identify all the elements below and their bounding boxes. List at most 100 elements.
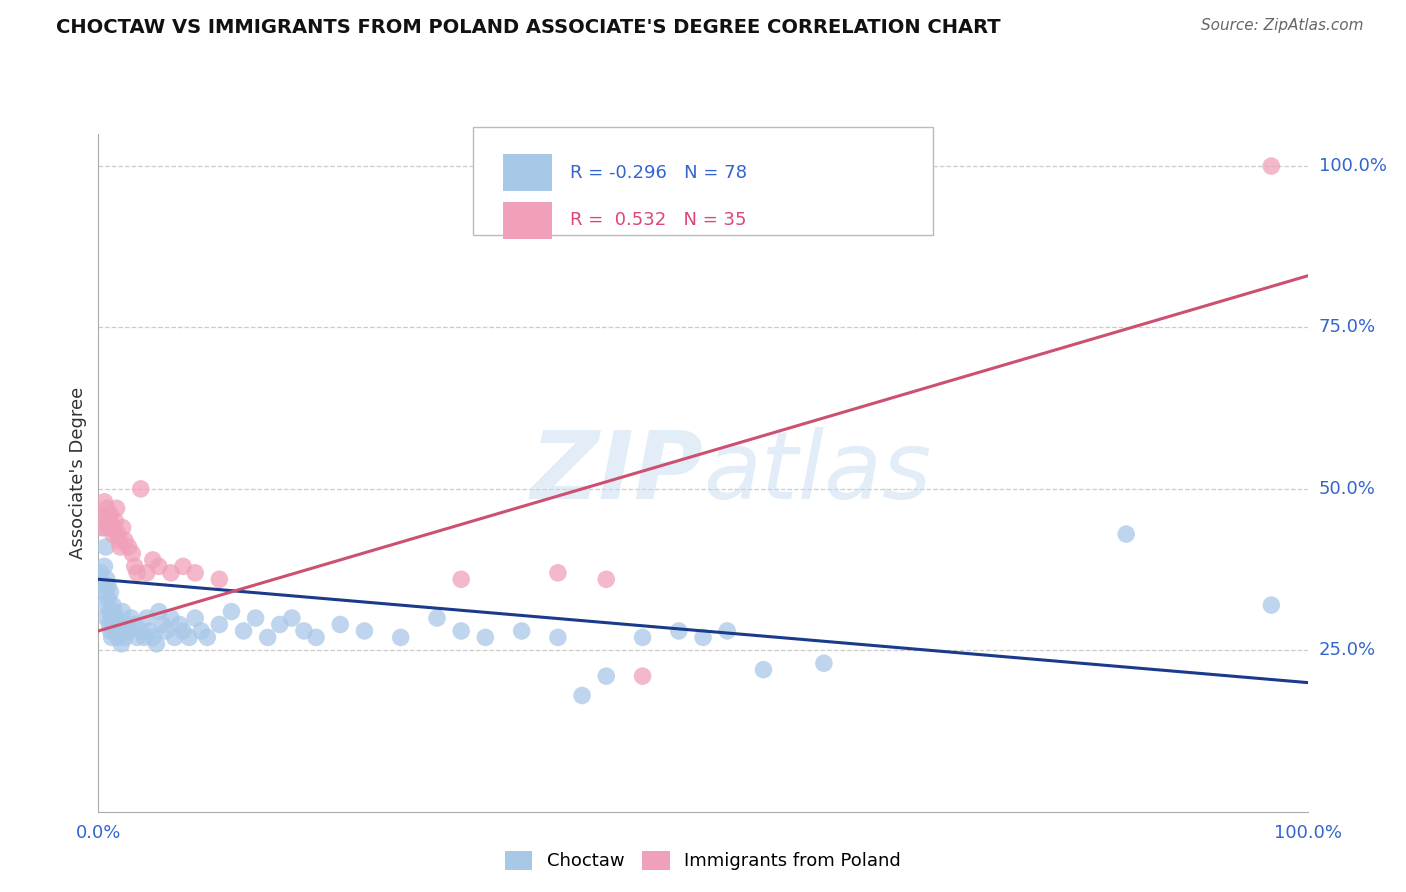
Point [111,521,134,535]
Point [329,617,352,632]
Point [103,605,125,619]
Point [245,611,267,625]
Point [571,689,593,703]
Point [100,611,122,625]
Point [97,591,120,606]
Point [510,624,533,638]
Point [450,572,472,586]
Text: Source: ZipAtlas.com: Source: ZipAtlas.com [1201,18,1364,33]
Point [145,637,167,651]
Point [269,617,291,632]
Text: CHOCTAW VS IMMIGRANTS FROM POLAND ASSOCIATE'S DEGREE CORRELATION CHART: CHOCTAW VS IMMIGRANTS FROM POLAND ASSOCI… [56,18,1001,37]
Point [1115,527,1137,541]
Point [105,611,128,625]
Point [148,559,170,574]
Point [208,572,231,586]
Point [184,566,207,580]
Y-axis label: Associate's Degree: Associate's Degree [69,386,87,559]
Point [127,566,149,580]
Point [547,566,569,580]
Point [305,631,328,645]
Point [118,540,141,554]
Text: ZIP: ZIP [530,426,703,519]
Point [172,624,194,638]
Point [135,611,157,625]
Point [353,624,375,638]
Point [107,631,129,645]
Point [98,617,121,632]
Point [142,553,165,567]
Point [104,624,127,638]
FancyBboxPatch shape [474,127,932,235]
Point [118,624,141,638]
Point [169,617,191,632]
Point [716,624,738,638]
Point [221,605,243,619]
Point [110,637,132,651]
Point [148,605,170,619]
Point [96,501,118,516]
Point [177,631,201,645]
Point [108,624,131,638]
Point [104,514,127,528]
Point [108,533,131,548]
Point [96,572,118,586]
Legend: Choctaw, Immigrants from Poland: Choctaw, Immigrants from Poland [505,851,901,871]
Point [160,611,183,625]
Point [426,611,449,625]
Point [103,617,125,632]
Point [94,508,117,522]
Point [103,521,125,535]
Point [127,631,149,645]
Point [94,540,117,554]
Text: atlas: atlas [703,427,931,518]
Point [120,611,142,625]
Point [90,566,112,580]
Point [96,611,118,625]
Point [232,624,254,638]
Point [115,617,138,632]
Point [114,631,136,645]
Point [389,631,412,645]
Point [101,598,124,612]
Point [163,631,186,645]
Text: 50.0%: 50.0% [1319,480,1375,498]
Point [93,495,115,509]
Point [108,540,131,554]
Point [105,501,128,516]
Point [100,585,122,599]
Point [152,617,174,632]
Point [114,533,136,548]
Text: 100.0%: 100.0% [1319,157,1386,175]
Point [155,624,177,638]
Point [100,508,122,522]
Point [142,631,165,645]
Point [129,624,152,638]
Point [108,617,131,632]
Point [93,598,115,612]
Point [631,631,654,645]
Point [668,624,690,638]
Point [94,585,117,599]
Point [91,508,114,522]
Point [281,611,304,625]
Point [107,527,129,541]
Point [91,521,114,535]
Point [195,631,218,645]
Point [100,521,122,535]
Point [112,624,135,638]
Point [172,559,194,574]
Point [1260,159,1282,173]
Point [98,605,121,619]
Text: R = -0.296   N = 78: R = -0.296 N = 78 [569,164,747,182]
Point [752,663,775,677]
FancyBboxPatch shape [503,154,551,192]
Point [450,624,472,638]
Point [1260,598,1282,612]
Point [138,624,160,638]
Point [135,566,157,580]
Point [160,566,183,580]
Point [547,631,569,645]
Point [474,631,496,645]
Point [100,624,122,638]
